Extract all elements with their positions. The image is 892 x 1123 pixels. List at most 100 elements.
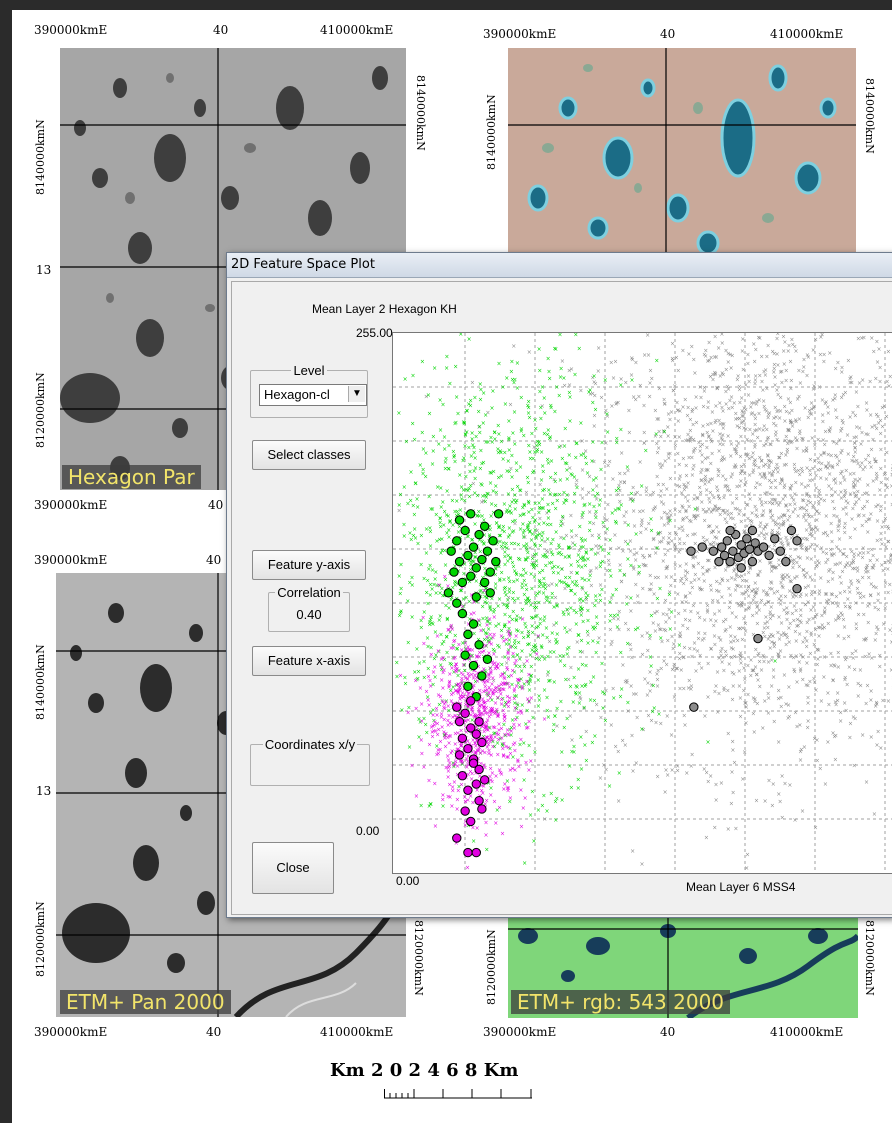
pixel-point: × <box>781 630 786 637</box>
pixel-point: × <box>488 687 493 694</box>
pixel-point: × <box>702 481 707 488</box>
pixel-point: × <box>494 541 499 548</box>
pixel-point: × <box>655 531 660 538</box>
pixel-point: × <box>446 605 451 612</box>
pixel-point: × <box>658 493 663 500</box>
pixel-point: × <box>864 635 869 642</box>
pixel-point: × <box>839 495 844 502</box>
pixel-point: × <box>815 737 820 744</box>
pixel-point: × <box>781 576 786 583</box>
level-select[interactable]: Hexagon-cl ▼ <box>259 384 367 406</box>
feature-x-axis-button[interactable]: Feature x-axis <box>252 646 366 676</box>
pixel-point: × <box>704 487 709 494</box>
pixel-point: × <box>759 474 764 481</box>
pixel-point: × <box>669 732 674 739</box>
pixel-point: × <box>713 419 718 426</box>
pixel-point: × <box>503 681 508 688</box>
pixel-point: × <box>660 462 665 469</box>
pixel-point: × <box>562 579 567 586</box>
pixel-point: × <box>854 499 859 506</box>
pixel-point: × <box>527 698 532 705</box>
pixel-point: × <box>481 689 486 696</box>
pixel-point: × <box>465 759 470 766</box>
feature-y-axis-button[interactable]: Feature y-axis <box>252 550 366 580</box>
pixel-point: × <box>866 550 871 557</box>
pixel-point: × <box>549 581 554 588</box>
pixel-point: × <box>513 705 518 712</box>
pixel-point: × <box>807 477 812 484</box>
pixel-point: × <box>426 673 431 680</box>
pixel-point: × <box>470 824 475 831</box>
pixel-point: × <box>663 628 668 635</box>
pixel-point: × <box>723 628 728 635</box>
pixel-point: × <box>646 520 651 527</box>
pixel-point: × <box>734 443 739 450</box>
pixel-point: × <box>651 537 656 544</box>
pixel-point: × <box>835 603 840 610</box>
pixel-point: × <box>598 563 603 570</box>
pixel-point: × <box>454 661 459 668</box>
pixel-point: × <box>455 806 460 813</box>
pixel-point: × <box>854 434 859 441</box>
object-point <box>460 708 470 719</box>
pixel-point: × <box>482 680 487 687</box>
pixel-point: × <box>546 427 551 434</box>
pixel-point: × <box>543 582 548 589</box>
pixel-point: × <box>775 465 780 472</box>
pixel-point: × <box>532 541 537 548</box>
pixel-point: × <box>833 699 838 706</box>
pixel-point: × <box>731 568 736 575</box>
object-point <box>454 556 465 567</box>
pixel-point: × <box>626 627 631 634</box>
pixel-point: × <box>422 716 427 723</box>
pixel-point: × <box>441 729 446 736</box>
pixel-point: × <box>737 511 742 518</box>
pixel-point: × <box>443 466 448 473</box>
pixel-point: × <box>465 694 470 701</box>
pixel-point: × <box>757 659 762 666</box>
pixel-point: × <box>593 593 598 600</box>
pixel-point: × <box>786 438 791 445</box>
pixel-point: × <box>527 529 532 536</box>
pixel-point: × <box>689 763 694 770</box>
pixel-point: × <box>493 581 498 588</box>
select-classes-button[interactable]: Select classes <box>252 440 366 470</box>
pixel-point: × <box>590 439 595 446</box>
pixel-point: × <box>656 482 661 489</box>
pixel-point: × <box>719 435 724 442</box>
pixel-point: × <box>766 710 771 717</box>
pixel-point: × <box>540 463 545 470</box>
pixel-point: × <box>632 523 637 530</box>
pixel-point: × <box>810 513 815 520</box>
pixel-point: × <box>745 451 750 458</box>
object-point <box>466 816 476 827</box>
pixel-cloud: ××××××××××××××××××××××××××××××××××××××××… <box>397 330 892 872</box>
pixel-point: × <box>581 598 586 605</box>
pixel-point: × <box>885 523 890 530</box>
pixel-point: × <box>438 631 443 638</box>
pixel-point: × <box>483 585 488 592</box>
pixel-point: × <box>580 558 585 565</box>
pixel-point: × <box>445 753 450 760</box>
pixel-point: × <box>560 358 565 365</box>
pixel-point: × <box>793 479 798 486</box>
pixel-point: × <box>817 490 822 497</box>
pixel-point: × <box>469 671 474 678</box>
pixel-point: × <box>637 509 642 516</box>
pixel-point: × <box>458 693 463 700</box>
close-button[interactable]: Close <box>252 842 334 894</box>
pixel-point: × <box>681 654 686 661</box>
pixel-point: × <box>876 591 881 598</box>
dialog-titlebar[interactable]: 2D Feature Space Plot <box>227 253 892 278</box>
pixel-point: × <box>467 655 472 662</box>
pixel-point: × <box>534 625 539 632</box>
pixel-point: × <box>775 333 780 337</box>
pixel-point: × <box>667 515 672 522</box>
scatter-plot[interactable]: × × × × × × × × × × × × × × × × × × × × × × × × × × × × × × × × × × × × × × × ×… <box>392 330 892 874</box>
pixel-point: × <box>502 589 507 596</box>
chevron-down-icon[interactable]: ▼ <box>348 386 365 402</box>
object-point <box>463 550 473 561</box>
pixel-point: × <box>484 615 489 622</box>
pixel-point: × <box>431 712 436 719</box>
pixel-point: × <box>725 487 730 494</box>
